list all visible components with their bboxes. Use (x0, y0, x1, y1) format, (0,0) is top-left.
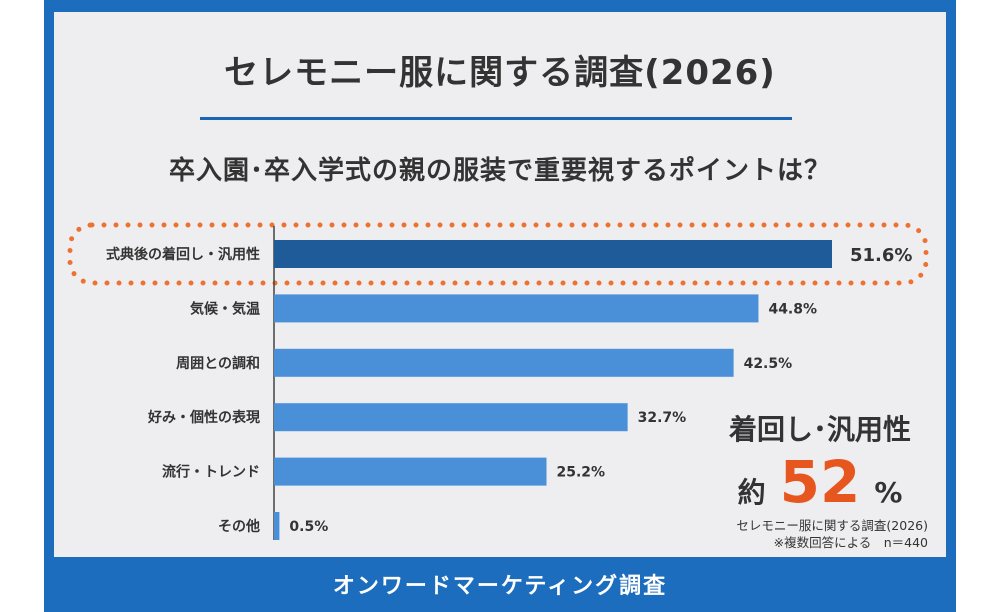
survey-sample-note: ※複数回答による n＝440 (773, 535, 928, 550)
bar-4 (274, 457, 547, 486)
category-label-5: その他 (218, 518, 260, 535)
callout-figure: 約 52% (690, 448, 950, 516)
highlight-dotted-outline (67, 222, 929, 286)
callout-prefix: 約 (737, 476, 766, 509)
bar-5 (274, 512, 280, 540)
callout-percent-sign: % (874, 476, 903, 509)
value-label-3: 32.7% (638, 410, 687, 426)
page-title: セレモニー服に関する調査(2026) (224, 53, 776, 93)
title-underline (200, 117, 792, 120)
category-label-2: 周囲との調和 (176, 355, 260, 372)
category-label-4: 流行・トレンド (162, 464, 260, 481)
category-label-3: 好み・個性の表現 (147, 409, 260, 426)
callout-number: 52 (779, 448, 861, 516)
footer-credit: オンワードマーケティング調査 (332, 574, 668, 599)
bar-0 (274, 240, 832, 268)
value-label-0: 51.6% (850, 245, 912, 266)
value-label-1: 44.8% (768, 301, 817, 317)
category-label-0: 式典後の着回し・汎用性 (106, 246, 260, 263)
callout-heading: 着回し･汎用性 (728, 413, 911, 446)
category-label-1: 気候・気温 (190, 300, 260, 317)
bar-1 (274, 294, 759, 323)
value-label-2: 42.5% (744, 356, 793, 372)
bar-2 (274, 348, 734, 377)
value-label-4: 25.2% (557, 465, 606, 481)
survey-source-note: セレモニー服に関する調査(2026) (736, 518, 928, 533)
bar-3 (274, 403, 628, 432)
value-label-5: 0.5% (289, 519, 328, 535)
chart-question-title: 卒入園･卒入学式の親の服装で重要視するポイントは？ (168, 156, 831, 186)
